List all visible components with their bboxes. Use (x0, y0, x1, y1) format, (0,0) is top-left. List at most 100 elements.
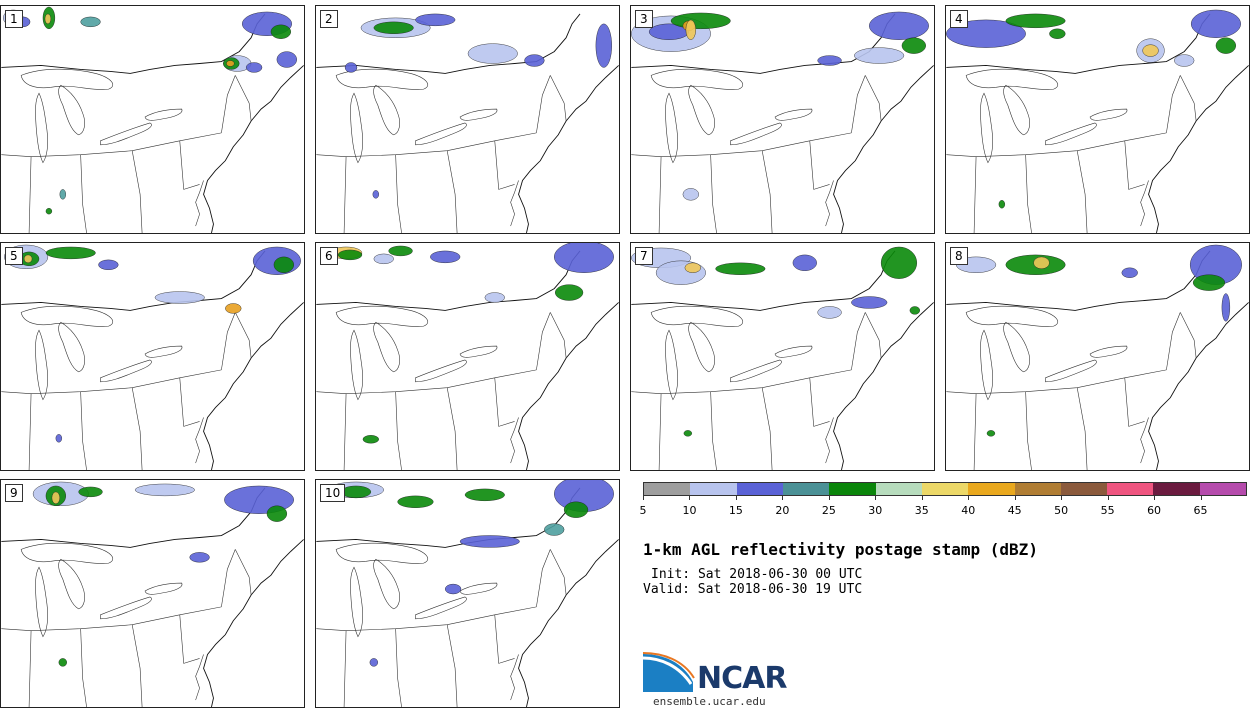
map-boundary (865, 312, 882, 359)
colorbar-tick-label: 15 (728, 504, 743, 517)
reflectivity-cell (98, 259, 119, 270)
map-boundary (80, 154, 87, 233)
map-boundary (346, 369, 537, 394)
map-boundary (100, 122, 152, 146)
map-boundary (195, 417, 204, 464)
member-label: 9 (5, 484, 23, 502)
reflectivity-cell (362, 435, 379, 444)
reflectivity-cell (1174, 54, 1195, 67)
member-panel-7: 7 (630, 242, 935, 471)
map-boundary (373, 321, 400, 373)
map-boundary (665, 92, 679, 164)
colorbar-tick-label: 5 (639, 504, 647, 517)
reflectivity-cell (683, 430, 692, 437)
map-boundary (446, 387, 458, 470)
map-boundary (144, 345, 183, 358)
map-boundary (100, 359, 152, 383)
map-boundary (31, 606, 222, 631)
map-boundary (518, 539, 619, 707)
map-boundary (144, 582, 183, 595)
member-panel-1: 1 (0, 5, 305, 234)
member-label: 4 (950, 10, 968, 28)
map-boundary (1, 391, 32, 470)
map-boundary (415, 596, 467, 620)
reflectivity-cell (1121, 267, 1138, 278)
map-boundary (1, 628, 32, 707)
member-panel-2: 2 (315, 5, 620, 234)
map-boundary (833, 65, 934, 233)
map-boundary (536, 312, 551, 370)
reflectivity-cell (189, 552, 210, 563)
map-boundary (373, 558, 400, 610)
reflectivity-cell (80, 16, 101, 28)
map-boundary (550, 75, 567, 122)
map-boundary (221, 549, 236, 607)
map-boundary (980, 92, 994, 164)
member-panel-9: 9 (0, 479, 305, 708)
colorbar-tick (1061, 496, 1063, 500)
reflectivity-cell (563, 501, 589, 518)
init-time: Init: Sat 2018-06-30 00 UTC (651, 567, 863, 582)
map-boundary (1124, 377, 1145, 427)
map-boundary (710, 391, 717, 470)
map-boundary (131, 150, 143, 233)
map-boundary (550, 549, 567, 596)
map-boundary (494, 377, 515, 427)
map-boundary (415, 359, 467, 383)
reflectivity-cell (595, 23, 612, 68)
colorbar-tick-label: 50 (1054, 504, 1069, 517)
reflectivity-cell (792, 254, 817, 271)
map-boundary (1166, 312, 1181, 370)
reflectivity-cell (459, 535, 520, 548)
colorbar-segment (690, 483, 737, 495)
map-boundary (976, 369, 1167, 394)
reflectivity-cell (464, 488, 505, 502)
reflectivity-cell (373, 253, 394, 265)
map-10 (316, 480, 619, 707)
colorbar-tick-label: 45 (1007, 504, 1022, 517)
map-boundary (1089, 108, 1128, 121)
map-boundary (1, 154, 32, 233)
map-boundary (510, 417, 519, 464)
reflectivity-cell (851, 296, 888, 309)
map-2 (316, 13, 619, 233)
reflectivity-cell (869, 11, 929, 40)
map-boundary (851, 75, 866, 133)
colorbar-tick-label: 30 (868, 504, 883, 517)
map-7 (631, 246, 934, 470)
map-boundary (1148, 302, 1249, 470)
reflectivity-cell (1190, 9, 1241, 38)
reflectivity-cell (817, 306, 842, 319)
map-4 (946, 9, 1249, 233)
map-boundary (195, 654, 204, 701)
map-boundary (631, 13, 896, 74)
reflectivity-cell (854, 47, 905, 64)
map-boundary (350, 329, 364, 401)
map-boundary (221, 75, 236, 133)
reflectivity-cell (344, 62, 358, 73)
map-boundary (346, 606, 537, 631)
colorbar-tick (968, 496, 970, 500)
map-boundary (494, 614, 515, 664)
reflectivity-cell (1142, 44, 1159, 57)
map-boundary (710, 154, 717, 233)
reflectivity-cell (817, 55, 842, 66)
map-boundary (761, 387, 773, 470)
map-boundary (20, 68, 113, 90)
colorbar-segment (1060, 483, 1108, 495)
colorbar-tick (828, 496, 830, 500)
map-boundary (179, 377, 200, 427)
map-boundary (346, 132, 537, 157)
map-boundary (203, 539, 304, 707)
colorbar-tick-label: 25 (821, 504, 836, 517)
map-boundary (35, 329, 49, 401)
reflectivity-cell (555, 284, 584, 301)
member-label: 7 (635, 247, 653, 265)
map-boundary (851, 312, 866, 370)
reflectivity-cell (397, 495, 434, 508)
member-panel-6: 6 (315, 242, 620, 471)
reflectivity-cell (44, 13, 52, 25)
reflectivity-cell (909, 306, 920, 315)
member-label: 2 (320, 10, 338, 28)
ncar-wordmark: NCAR (697, 661, 787, 696)
